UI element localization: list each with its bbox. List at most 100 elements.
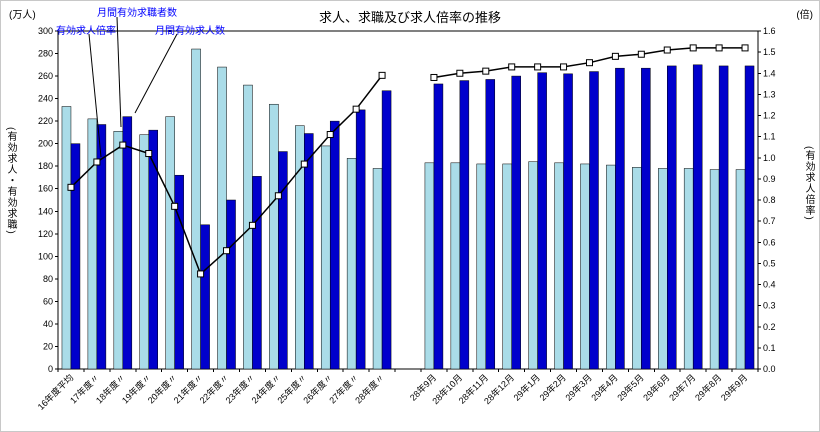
annotation-seekers-label: 月間有効求職者数 — [97, 8, 177, 19]
right-axis-tick-label: 1.4 — [763, 68, 776, 78]
bar-openings — [485, 79, 496, 370]
bar-seekers — [269, 103, 279, 370]
left-axis-tick-label: 160 — [38, 184, 53, 194]
x-axis-label: 29年6月 — [641, 372, 672, 403]
bar-openings — [381, 90, 392, 370]
plot-area — [57, 30, 759, 370]
bar-seekers — [87, 118, 98, 370]
right-axis-tick-label: 0.3 — [763, 301, 776, 311]
right-axis-tick-label: 0.5 — [763, 258, 776, 268]
bar-seekers — [217, 66, 227, 370]
left-axis-tick-label: 120 — [38, 229, 53, 239]
x-axis-labels: 16年度平均17年度〃18年度〃19年度〃20年度〃21年度〃22年度〃23年度… — [35, 372, 749, 412]
bar-openings — [667, 65, 677, 370]
x-axis-label: 29年1月 — [511, 372, 542, 403]
left-axis-tick-label: 40 — [43, 319, 53, 329]
bar-seekers — [632, 167, 642, 370]
ratio-marker — [93, 158, 101, 166]
right-axis-tick-label: 1.5 — [763, 47, 776, 57]
bar-openings — [252, 176, 262, 370]
right-axis-tick-label: 0.1 — [763, 343, 776, 353]
left-axis-tick-label: 140 — [38, 206, 53, 216]
left-axis-tick-label: 300 — [38, 26, 53, 36]
ratio-marker — [585, 59, 593, 67]
annotation-leaders — [88, 16, 178, 158]
annotation-leader-line — [134, 33, 178, 114]
bar-openings — [70, 143, 81, 370]
bar-openings — [433, 83, 444, 370]
annotation-ratio-label: 有効求人倍率 — [56, 26, 116, 37]
bar-openings — [641, 67, 651, 370]
bar-openings — [615, 67, 625, 370]
right-axis-tick-label: 1.6 — [763, 26, 776, 36]
bars — [61, 48, 755, 370]
ratio-marker — [611, 52, 619, 60]
ratio-marker — [663, 46, 671, 54]
left-axis-tick-label: 240 — [38, 94, 53, 104]
ratio-marker — [430, 73, 438, 81]
bar-seekers — [320, 145, 331, 370]
left-axis-tick-label: 200 — [38, 139, 53, 149]
left-axis-unit: (万人) — [9, 10, 36, 21]
bar-openings — [200, 224, 210, 370]
bar-openings — [459, 80, 470, 370]
bar-seekers — [580, 163, 590, 370]
ratio-marker — [560, 63, 568, 71]
ratio-marker — [145, 150, 153, 158]
annotation-leader-line — [88, 33, 102, 158]
left-axis-tick-label: 260 — [38, 71, 53, 81]
left-axis-tick-label: 220 — [38, 116, 53, 126]
annotation-leader-line — [116, 16, 122, 128]
ratio-marker — [248, 221, 256, 229]
bar-seekers — [735, 169, 746, 370]
ratio-marker — [223, 247, 231, 255]
x-axis-label: 29年8月 — [692, 372, 723, 403]
right-axis-tick-label: 1.1 — [763, 132, 776, 142]
right-axis-tick-label: 0.9 — [763, 174, 776, 184]
bar-seekers — [424, 162, 435, 370]
bar-seekers — [61, 106, 72, 370]
bar-seekers — [554, 162, 564, 370]
ratio-marker — [171, 202, 179, 210]
bar-openings — [278, 151, 288, 370]
ratio-marker — [508, 63, 516, 71]
left-axis: 0 20 40 60 80 100 120 140 160 180 200 220 240 260 280 3… — [38, 26, 58, 374]
ratio-marker — [456, 69, 464, 77]
ratio-marker — [741, 44, 749, 52]
ratio-marker — [715, 44, 723, 52]
left-axis-tick-label: 280 — [38, 49, 53, 59]
bar-openings — [537, 72, 547, 370]
x-axis-label: 16年度平均 — [35, 372, 75, 412]
left-axis-tick-label: 100 — [38, 251, 53, 261]
bar-openings — [511, 75, 521, 370]
ratio-marker — [67, 183, 75, 191]
bar-openings — [226, 199, 236, 370]
bar-seekers — [372, 168, 383, 370]
ratio-marker — [274, 192, 282, 200]
bar-openings — [692, 64, 703, 370]
x-axis-label: 29年7月 — [666, 372, 697, 403]
bar-seekers — [528, 161, 538, 370]
ratio-marker — [326, 131, 334, 139]
bar-seekers — [450, 162, 461, 370]
ratio-marker — [352, 105, 360, 113]
right-axis-tick-label: 0.0 — [763, 364, 776, 374]
right-axis-tick-label: 1.2 — [763, 111, 776, 121]
x-axis-label: 29年3月 — [563, 372, 594, 403]
right-axis-unit: (倍) — [796, 10, 813, 21]
bar-openings — [148, 129, 158, 370]
annotation-openings-label: 月間有効求人数 — [155, 26, 225, 37]
bar-openings — [744, 65, 755, 370]
bar-seekers — [606, 164, 616, 370]
left-axis-tick-label: 60 — [43, 296, 53, 306]
right-axis-tick-label: 0.4 — [763, 280, 776, 290]
ratio-marker — [482, 67, 490, 75]
bar-openings — [563, 73, 573, 370]
right-axis-tick-label: 0.7 — [763, 216, 776, 226]
bar-openings — [122, 116, 133, 370]
bar-seekers — [709, 169, 720, 370]
right-axis-tick-label: 1.0 — [763, 153, 776, 163]
bar-openings — [96, 124, 107, 370]
